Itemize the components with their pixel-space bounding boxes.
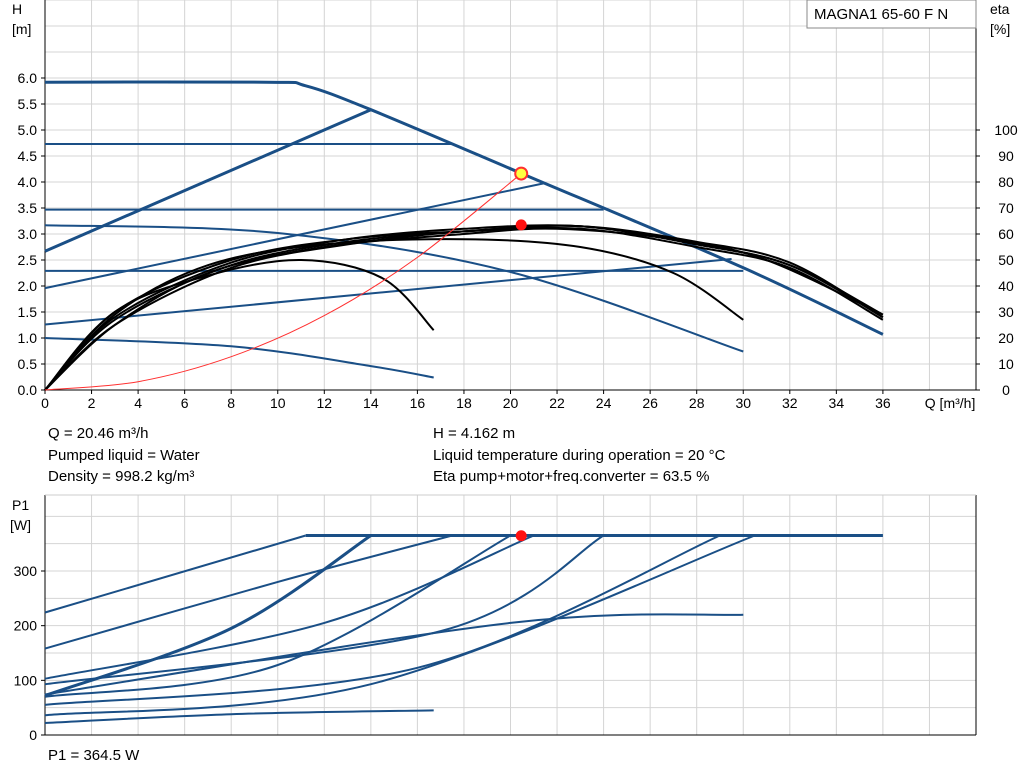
power-curve — [44, 534, 511, 698]
proportional-pressure-curve — [44, 258, 732, 326]
x-tick-label: 0 — [41, 395, 49, 411]
power-curve — [44, 534, 372, 698]
y2-tick-label: 60 — [998, 226, 1014, 242]
power-curve — [44, 534, 535, 680]
flow-readout: Q = 20.46 m³/h — [48, 425, 149, 442]
power-curve — [44, 534, 453, 650]
x-tick-label: 18 — [456, 395, 472, 411]
x-tick-label: 8 — [227, 395, 235, 411]
x-tick-label: 10 — [270, 395, 286, 411]
x-tick-label: 16 — [410, 395, 426, 411]
y-tick-label: 4.0 — [18, 174, 38, 190]
y2-tick-label: 10 — [998, 356, 1014, 372]
system-curve — [44, 173, 522, 391]
y-tick-label: 1.0 — [18, 330, 38, 346]
x-tick-label: 14 — [363, 395, 379, 411]
power-curve — [44, 613, 744, 696]
efficiency-point — [515, 219, 527, 231]
y2-tick-label: 100 — [994, 122, 1018, 138]
x-tick-label: 30 — [735, 395, 751, 411]
y-tick-label: 5.5 — [18, 96, 38, 112]
y-tick-label: 6.0 — [18, 70, 38, 86]
power-tick-label: 100 — [14, 672, 38, 688]
y-axis-label: H — [12, 1, 22, 17]
x-tick-label: 6 — [181, 395, 189, 411]
y-tick-label: 2.5 — [18, 252, 38, 268]
power-curve — [44, 534, 721, 706]
proportional-pressure-curve — [44, 182, 546, 290]
title-box — [806, 0, 977, 29]
x-tick-label: 36 — [875, 395, 891, 411]
head-curve — [44, 80, 884, 336]
y2-tick-label: 90 — [998, 148, 1014, 164]
bottom-grid — [44, 495, 977, 736]
y-tick-label: 5.0 — [18, 122, 38, 138]
y-tick-label: 1.5 — [18, 304, 38, 320]
temperature-readout: Liquid temperature during operation = 20… — [433, 447, 726, 464]
power-tick-label: 300 — [14, 563, 38, 579]
y2-tick-label: 0 — [1002, 382, 1010, 398]
head-curve — [44, 337, 434, 379]
power-curve — [44, 709, 434, 724]
head-curve — [44, 224, 744, 353]
y2-tick-label: 40 — [998, 278, 1014, 294]
power-readout: P1 = 364.5 W — [48, 747, 140, 764]
y-tick-label: 3.0 — [18, 226, 38, 242]
x-tick-label: 26 — [642, 395, 658, 411]
efficiency-curve — [44, 224, 884, 391]
x-tick-label: 12 — [317, 395, 333, 411]
power-axis-label: P1 — [12, 497, 29, 513]
x-tick-label: 2 — [88, 395, 96, 411]
x-tick-label: 28 — [689, 395, 705, 411]
power-tick-label: 200 — [14, 618, 38, 634]
power-curve — [44, 534, 306, 614]
proportional-pressure-curve — [44, 108, 372, 253]
x-tick-label: 34 — [829, 395, 845, 411]
efficiency-readout: Eta pump+motor+freq.converter = 63.5 % — [433, 468, 710, 485]
y2-axis-unit: [%] — [990, 21, 1010, 37]
power-axis-unit: [W] — [10, 517, 31, 533]
y-tick-label: 2.0 — [18, 278, 38, 294]
efficiency-curve — [44, 226, 884, 391]
y-tick-label: 3.5 — [18, 200, 38, 216]
power-curve — [44, 534, 605, 686]
y2-axis-label: eta — [990, 1, 1010, 17]
y2-tick-label: 70 — [998, 200, 1014, 216]
power-curve — [44, 534, 756, 717]
x-tick-label: 32 — [782, 395, 798, 411]
chart-title: MAGNA1 65-60 F N — [814, 6, 948, 23]
head-readout: H = 4.162 m — [433, 425, 516, 442]
x-axis-label: Q [m³/h] — [925, 395, 976, 411]
y2-tick-label: 20 — [998, 330, 1014, 346]
y2-tick-label: 80 — [998, 174, 1014, 190]
y-axis-unit: [m] — [12, 21, 31, 37]
liquid-readout: Pumped liquid = Water — [48, 447, 200, 464]
y2-tick-label: 30 — [998, 304, 1014, 320]
x-tick-label: 4 — [134, 395, 142, 411]
duty-point — [514, 166, 529, 181]
x-tick-label: 22 — [549, 395, 565, 411]
x-tick-label: 24 — [596, 395, 612, 411]
x-tick-label: 20 — [503, 395, 519, 411]
y-tick-label: 4.5 — [18, 148, 38, 164]
y2-tick-label: 50 — [998, 252, 1014, 268]
power-tick-label: 0 — [29, 727, 37, 743]
y-tick-label: 0.0 — [18, 382, 38, 398]
head-efficiency-chart: 0.0 0.5 1.0 1.5 2.0 2.5 3.0 3.5 4.0 4.5 5.0 5.5 6.0 0… — [12, 0, 1018, 411]
y-tick-label: 0.5 — [18, 356, 38, 372]
density-readout: Density = 998.2 kg/m³ — [48, 468, 195, 485]
power-point — [515, 530, 527, 542]
